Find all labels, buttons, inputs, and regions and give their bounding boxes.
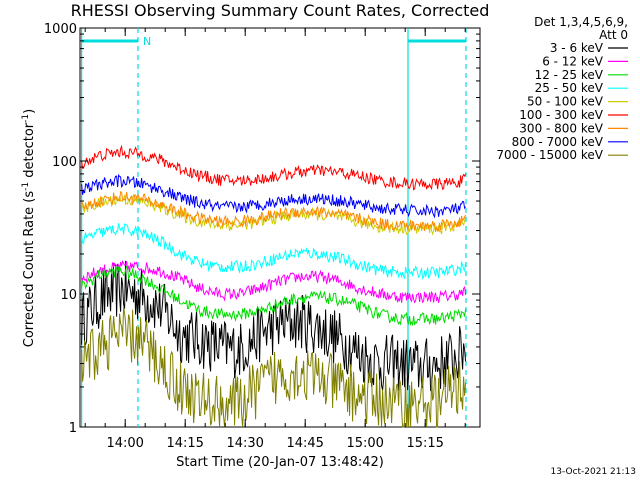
series-line-2 bbox=[81, 265, 467, 327]
top-bar-label: N bbox=[143, 35, 151, 48]
y-tick-label-1: 10 bbox=[60, 288, 77, 303]
legend-label-4: 50 - 100 keV bbox=[527, 95, 604, 109]
series-line-1 bbox=[81, 260, 467, 304]
x-axis-label: Start Time (20-Jan-07 13:48:42) bbox=[176, 455, 384, 470]
legend-label-5: 100 - 300 keV bbox=[519, 108, 603, 122]
y-axis-label: Corrected Count Rate (s-1 detector-1) bbox=[21, 109, 37, 347]
y-tick-label-3: 1000 bbox=[44, 22, 77, 37]
legend-label-6: 300 - 800 keV bbox=[519, 121, 603, 135]
legend-label-7: 800 - 7000 keV bbox=[512, 135, 604, 149]
x-tick-label-5: 15:15 bbox=[406, 436, 443, 451]
series-layer bbox=[81, 144, 467, 428]
y-tick-label-0: 1 bbox=[69, 421, 77, 436]
footer-timestamp: 13-Oct-2021 21:13 bbox=[551, 467, 636, 477]
legend-header-line1: Det 1,3,4,5,6,9, bbox=[534, 15, 628, 29]
chart-title: RHESSI Observing Summary Count Rates, Co… bbox=[71, 1, 490, 20]
legend-label-1: 6 - 12 keV bbox=[542, 54, 604, 68]
x-tick-label-3: 14:45 bbox=[286, 436, 323, 451]
legend-label-0: 3 - 6 keV bbox=[550, 41, 604, 55]
legend-label-3: 25 - 50 keV bbox=[535, 81, 604, 95]
axis-ticks: 1 10 100 1000 14:00 14:15 14:30 14:45 15:00 15:15 bbox=[44, 22, 480, 451]
series-line-8 bbox=[81, 307, 467, 428]
x-tick-label-4: 15:00 bbox=[346, 436, 383, 451]
x-tick-label-0: 14:00 bbox=[106, 436, 143, 451]
series-line-5 bbox=[81, 144, 467, 191]
series-line-0 bbox=[81, 260, 467, 392]
x-tick-label-2: 14:30 bbox=[226, 436, 263, 451]
series-line-3 bbox=[81, 223, 467, 280]
legend-header-line2: Att 0 bbox=[599, 28, 628, 42]
x-tick-label-1: 14:15 bbox=[166, 436, 203, 451]
legend-label-8: 7000 - 15000 keV bbox=[496, 148, 603, 162]
plot-frame bbox=[79, 27, 481, 428]
series-line-6 bbox=[81, 191, 467, 233]
series-line-7 bbox=[81, 173, 467, 219]
y-tick-label-2: 100 bbox=[52, 155, 77, 170]
legend-label-2: 12 - 25 keV bbox=[535, 68, 604, 82]
